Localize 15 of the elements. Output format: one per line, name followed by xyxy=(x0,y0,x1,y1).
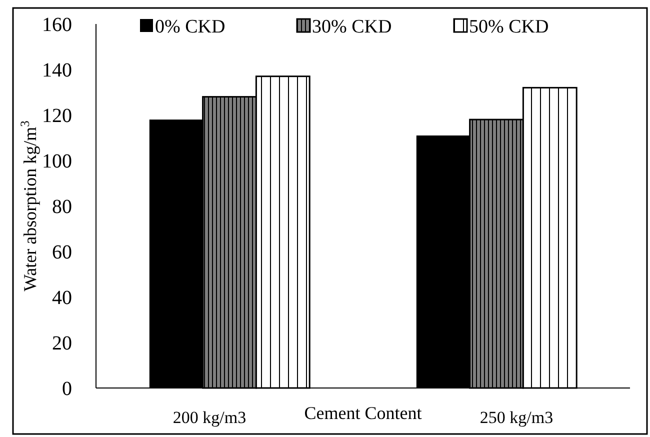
y-tick-label: 60 xyxy=(52,242,72,264)
x-axis-title: Cement Content xyxy=(304,403,422,423)
legend-label: 30% CKD xyxy=(312,16,392,38)
y-tick-label: 140 xyxy=(42,60,72,82)
y-tick-label: 160 xyxy=(42,14,72,36)
x-tick-label: 200 kg/m3 xyxy=(172,408,246,427)
y-tick-label: 20 xyxy=(52,332,72,354)
y-tick-label: 120 xyxy=(42,105,72,127)
y-tick-label: 40 xyxy=(52,287,72,309)
y-tick-label: 0 xyxy=(62,378,72,400)
text: 50% CKD xyxy=(469,16,549,38)
y-tick-label: 100 xyxy=(42,150,72,172)
legend-label: 0% CKD xyxy=(155,16,226,38)
y-tick-label: 80 xyxy=(52,196,72,218)
x-tick-label: 250 kg/m3 xyxy=(480,408,554,427)
